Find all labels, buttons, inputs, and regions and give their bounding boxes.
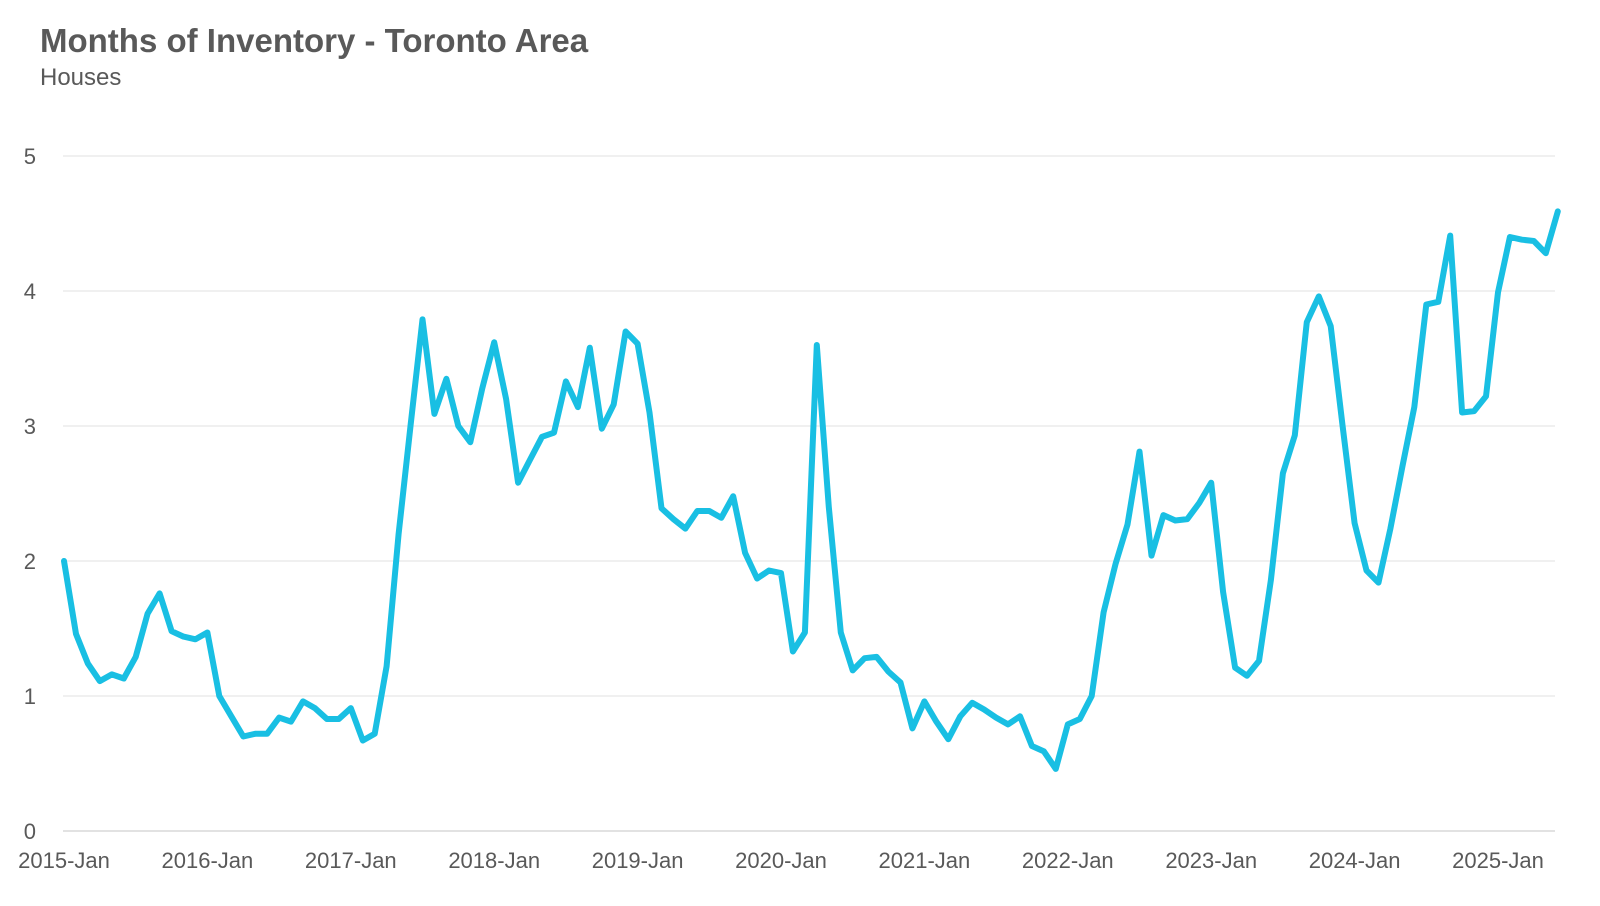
x-tick-label: 2024-Jan — [1309, 848, 1401, 873]
chart-subtitle: Houses — [40, 64, 122, 91]
y-tick-label: 2 — [24, 549, 36, 574]
y-axis-labels: 0 1 2 3 4 5 — [24, 144, 36, 844]
x-tick-label: 2023-Jan — [1165, 848, 1257, 873]
y-tick-label: 4 — [24, 279, 36, 304]
x-tick-label: 2021-Jan — [879, 848, 971, 873]
x-tick-label: 2015-Jan — [18, 848, 110, 873]
y-tick-label: 5 — [24, 144, 36, 169]
gridlines — [63, 155, 1555, 697]
chart-title: Months of Inventory - Toronto Area — [40, 22, 589, 59]
y-tick-label: 0 — [24, 819, 36, 844]
x-tick-label: 2018-Jan — [448, 848, 540, 873]
y-tick-label: 1 — [24, 684, 36, 709]
x-tick-label: 2017-Jan — [305, 848, 397, 873]
y-tick-label: 3 — [24, 414, 36, 439]
x-tick-label: 2020-Jan — [735, 848, 827, 873]
x-axis-labels: 2015-Jan 2016-Jan 2017-Jan 2018-Jan 2019-Jan… — [18, 848, 1544, 873]
x-tick-label: 2019-Jan — [592, 848, 684, 873]
x-tick-label: 2016-Jan — [162, 848, 254, 873]
x-tick-label: 2025-Jan — [1452, 848, 1544, 873]
series-line — [61, 208, 1561, 772]
x-tick-label: 2022-Jan — [1022, 848, 1114, 873]
series-layer — [61, 208, 1561, 772]
